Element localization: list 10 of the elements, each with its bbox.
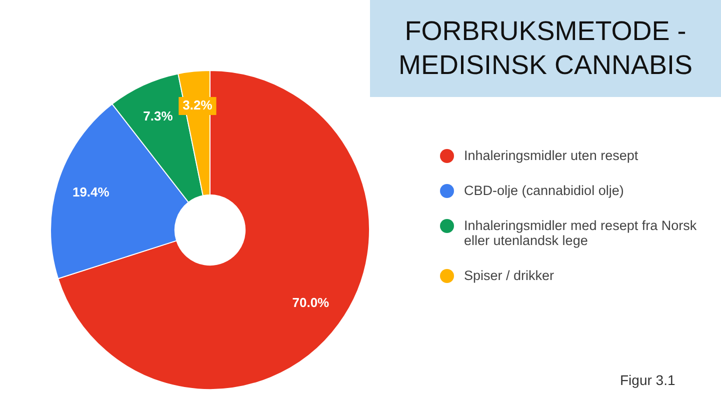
data-label: 7.3% <box>143 108 174 124</box>
chart-title: FORBRUKSMETODE - MEDISINSK CANNABIS <box>370 0 721 97</box>
text: Figur 3.1 <box>620 372 676 388</box>
legend-label: Inhaleringsmidler uten resept <box>464 148 638 163</box>
legend-label: Inhaleringsmidler med resept fra Norsk eller utenlandsk lege <box>464 218 698 248</box>
data-label: 70.0% <box>292 295 330 310</box>
data-label: 3.2% <box>182 98 213 113</box>
legend-label: CBD-olje (cannabidiol olje) <box>464 183 624 198</box>
legend-label: Spiser / drikker <box>464 268 554 283</box>
data-label: 19.4% <box>72 184 110 200</box>
